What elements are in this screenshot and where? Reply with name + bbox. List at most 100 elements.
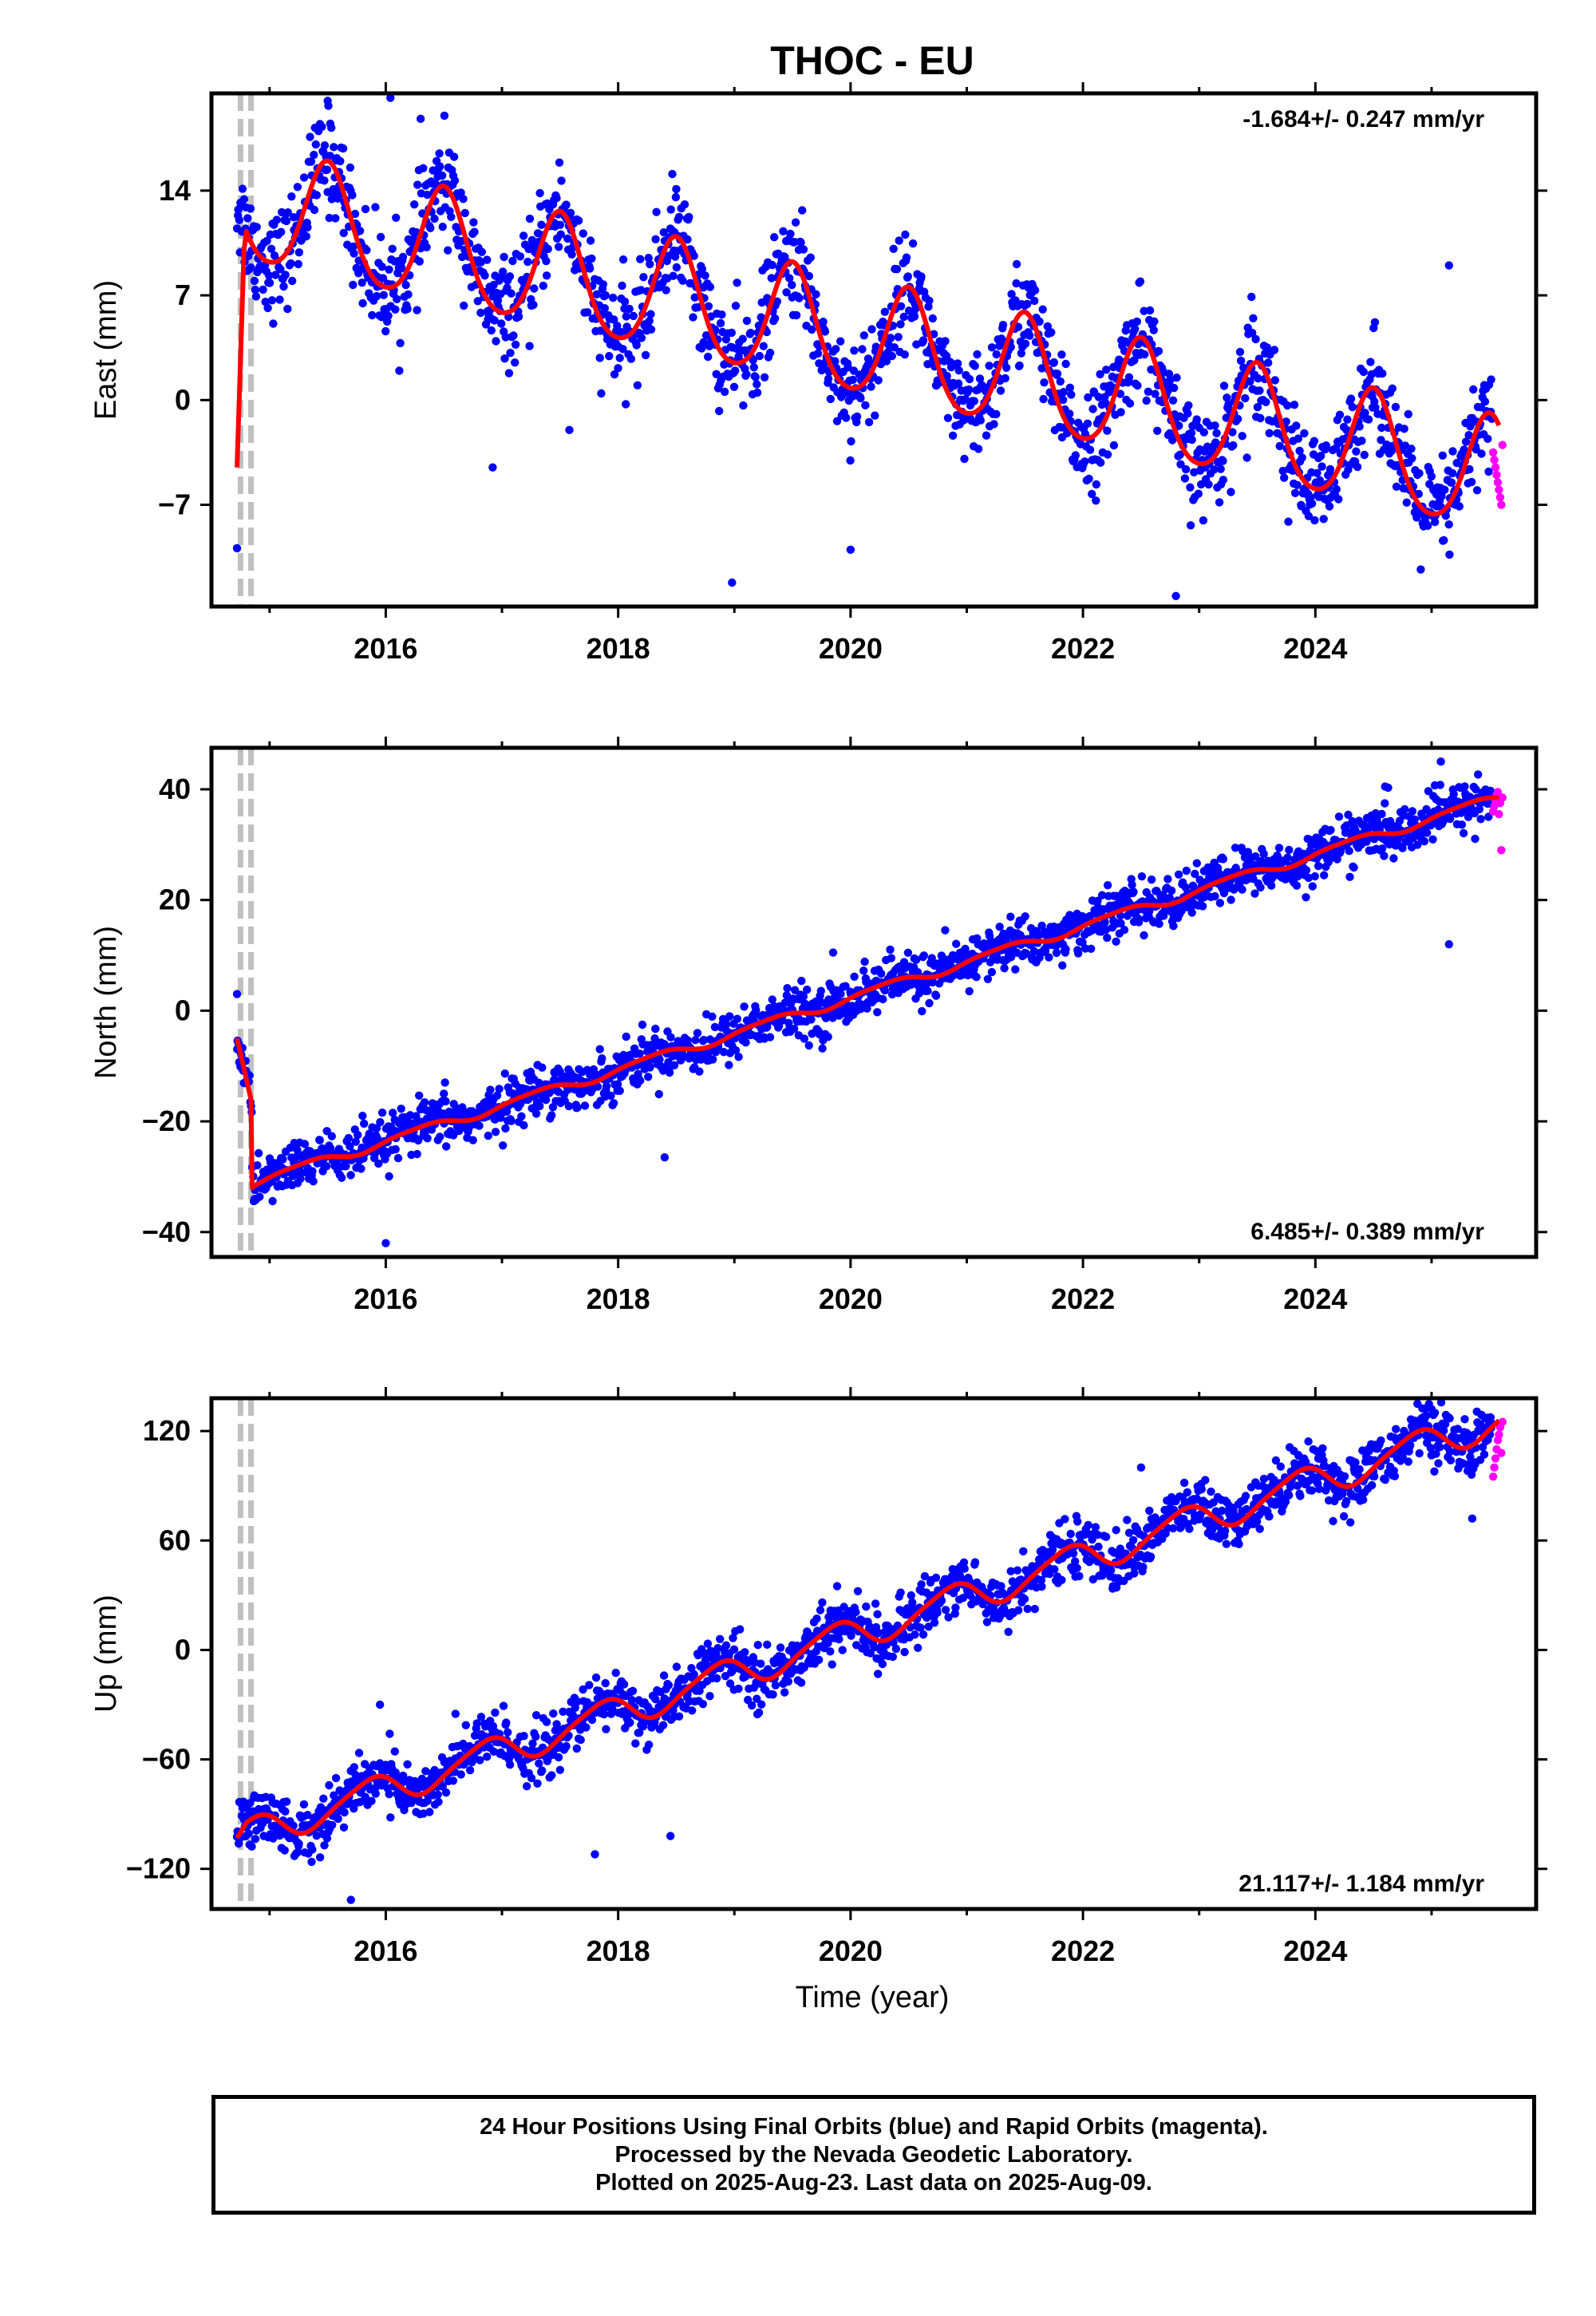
final-orbit-point	[841, 389, 850, 397]
final-orbit-point	[1325, 464, 1335, 474]
final-orbit-point	[895, 236, 903, 245]
final-orbit-outlier	[381, 1239, 390, 1247]
final-orbit-point	[613, 1080, 622, 1089]
final-orbit-point	[782, 288, 791, 297]
final-orbit-point	[1445, 550, 1454, 559]
final-orbit-point	[299, 173, 309, 182]
final-orbit-point	[283, 304, 292, 314]
final-orbit-point	[586, 236, 595, 245]
final-orbit-point	[1428, 835, 1437, 844]
final-orbit-point	[1392, 482, 1401, 491]
final-orbit-point	[1228, 428, 1237, 437]
final-orbit-point	[495, 1085, 504, 1093]
x-tick-label: 2024	[1283, 632, 1347, 665]
final-orbit-point	[1001, 373, 1009, 383]
final-orbit-point	[665, 1068, 674, 1077]
final-orbit-point	[294, 248, 303, 257]
final-orbit-point	[1182, 866, 1191, 875]
final-orbit-point	[645, 317, 654, 326]
final-orbit-point	[933, 1608, 942, 1618]
final-orbit-point	[253, 1161, 262, 1170]
final-orbit-point	[1088, 1575, 1098, 1584]
final-orbit-point	[1011, 965, 1020, 974]
final-orbit-point	[887, 351, 897, 361]
final-orbit-point	[659, 1671, 669, 1680]
final-orbit-point	[1431, 517, 1440, 527]
final-orbit-point	[1057, 1575, 1066, 1585]
final-orbit-point	[1094, 1542, 1103, 1551]
final-orbit-point	[486, 1085, 495, 1094]
final-orbit-point	[279, 282, 288, 291]
final-orbit-point	[525, 214, 535, 223]
final-orbit-point	[1317, 462, 1326, 471]
final-orbit-point	[1186, 521, 1195, 530]
final-orbit-point	[636, 1076, 645, 1085]
final-orbit-point	[511, 340, 520, 349]
final-orbit-point	[476, 1713, 486, 1721]
final-orbit-point	[1262, 397, 1270, 406]
final-orbit-point	[982, 431, 991, 440]
final-orbit-point	[725, 1061, 733, 1069]
final-orbit-point	[299, 1800, 309, 1809]
final-orbit-point	[1484, 812, 1493, 821]
final-orbit-point	[976, 416, 986, 425]
final-orbit-point	[562, 200, 571, 209]
final-orbit-point	[1103, 881, 1112, 890]
final-orbit-point	[880, 307, 890, 316]
final-orbit-point	[499, 1141, 508, 1150]
y-tick-label: 40	[159, 773, 191, 805]
final-orbit-point	[1059, 388, 1069, 397]
final-orbit-point	[637, 286, 646, 294]
final-orbit-point	[504, 369, 514, 377]
final-orbit-point	[772, 297, 782, 306]
final-orbit-point	[346, 163, 355, 172]
final-orbit-point	[995, 342, 1004, 350]
final-orbit-point	[658, 1721, 668, 1729]
final-orbit-point	[1155, 919, 1163, 928]
final-orbit-point	[251, 1835, 260, 1844]
final-orbit-point	[716, 1634, 725, 1643]
final-orbit-point	[1012, 279, 1021, 288]
final-orbit-point	[1219, 381, 1229, 390]
final-orbit-point	[555, 158, 564, 167]
final-orbit-point	[874, 1670, 883, 1678]
final-orbit-point	[1071, 1557, 1080, 1566]
final-orbit-point	[619, 1680, 629, 1689]
final-orbit-point	[1223, 393, 1231, 402]
final-orbit-point	[376, 1117, 385, 1127]
final-orbit-point	[1486, 786, 1495, 796]
final-orbit-point	[842, 413, 851, 422]
final-orbit-point	[804, 271, 814, 281]
final-orbit-point	[349, 280, 358, 290]
final-orbit-point	[646, 325, 656, 334]
final-orbit-point	[413, 1149, 421, 1159]
final-orbit-point	[490, 316, 499, 325]
final-orbit-point	[942, 372, 951, 381]
final-orbit-point	[908, 1598, 917, 1607]
final-orbit-point	[267, 296, 277, 305]
final-orbit-point	[780, 1688, 789, 1697]
rapid-orbit-point	[1493, 788, 1503, 796]
final-orbit-point	[549, 1709, 558, 1718]
final-orbit-point	[721, 1641, 731, 1650]
final-orbit-point	[697, 264, 707, 274]
final-orbit-point	[355, 227, 365, 235]
final-orbit-point	[882, 357, 891, 366]
final-orbit-point	[1074, 949, 1083, 958]
final-orbit-point	[1262, 343, 1272, 352]
final-orbit-point	[1480, 397, 1490, 406]
final-orbit-point	[1467, 477, 1476, 487]
final-orbit-point	[326, 1144, 335, 1153]
final-orbit-point	[531, 1109, 541, 1118]
final-orbit-point	[725, 1012, 734, 1021]
final-orbit-point	[277, 227, 286, 236]
final-orbit-point	[1181, 464, 1191, 474]
final-orbit-point	[1140, 306, 1148, 315]
final-orbit-point	[950, 1609, 960, 1618]
final-orbit-point	[456, 188, 465, 197]
final-orbit-point	[1333, 855, 1341, 864]
final-orbit-point	[1378, 369, 1387, 378]
final-orbit-point	[1455, 502, 1464, 511]
final-orbit-point	[398, 252, 408, 262]
final-orbit-point	[800, 1663, 808, 1672]
